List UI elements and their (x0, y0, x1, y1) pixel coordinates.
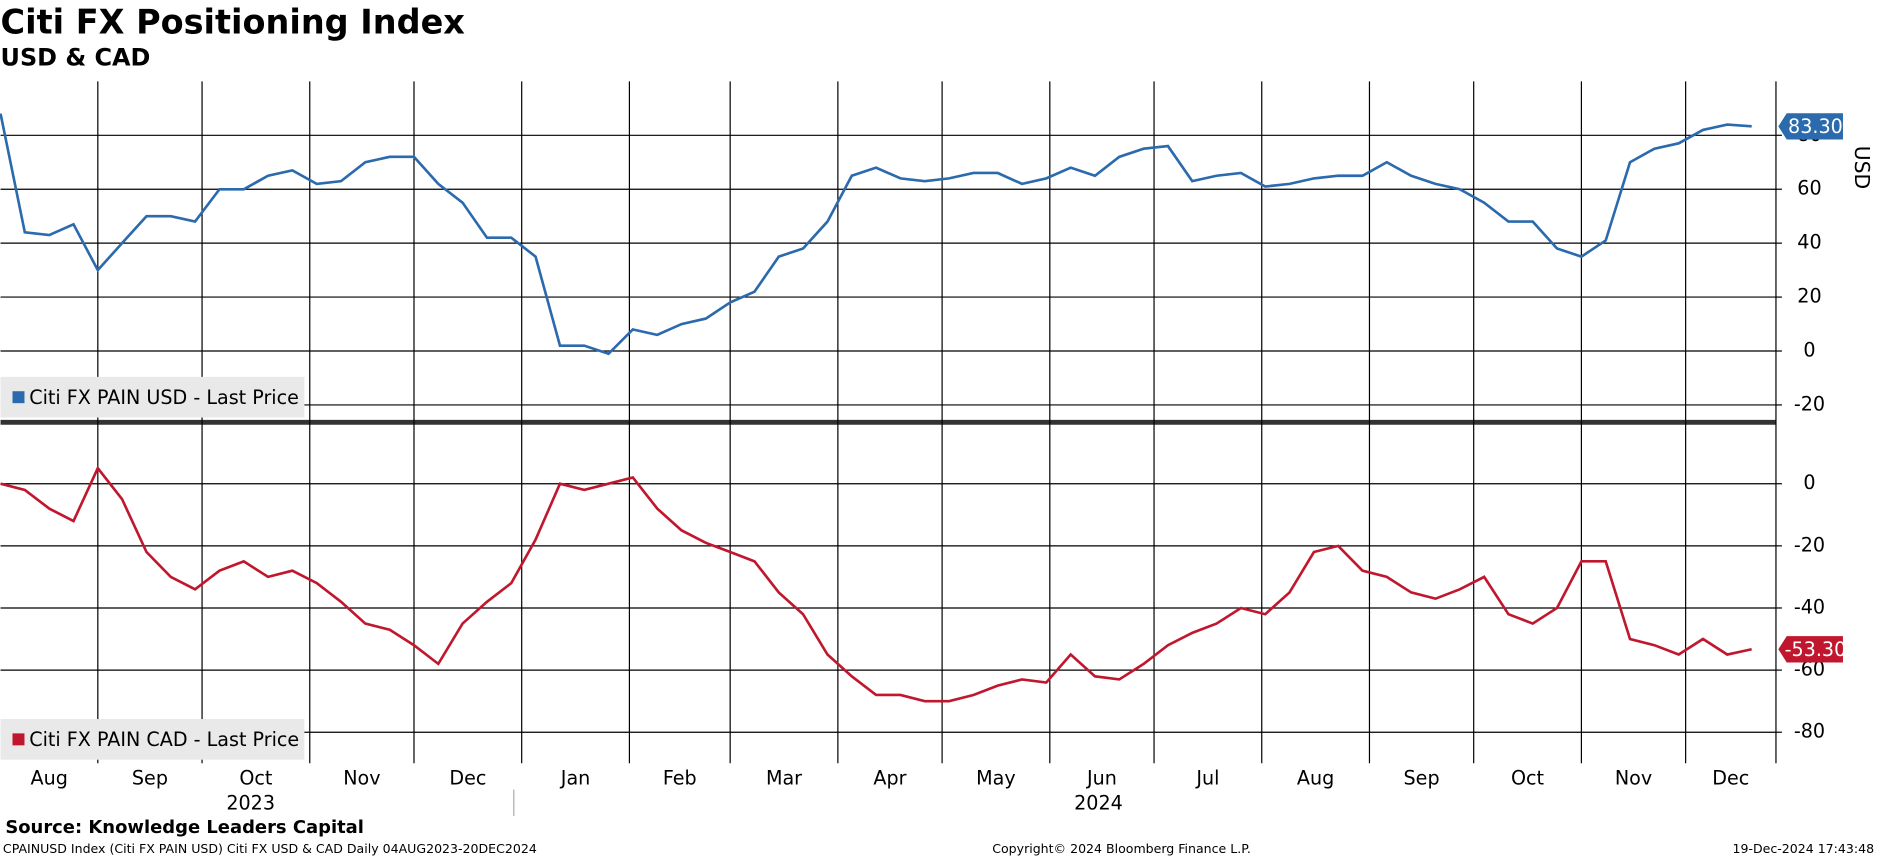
legend-swatch (12, 733, 25, 746)
y-axis-title: USD (1850, 146, 1874, 189)
last-value-tag (1778, 636, 1843, 663)
footer-right: 19-Dec-2024 17:43:48 (1732, 841, 1874, 856)
x-tick-label: Sep (132, 766, 168, 789)
y-tick-label: -80 (1794, 720, 1825, 743)
last-value-label: 83.30 (1788, 115, 1843, 138)
x-tick-label: Mar (766, 766, 802, 789)
y-tick-label: 40 (1797, 231, 1821, 254)
x-tick-label: Nov (1615, 766, 1652, 789)
y-tick-label: -40 (1794, 595, 1825, 618)
legend-label: Citi FX PAIN USD - Last Price (29, 386, 299, 409)
x-tick-label: Sep (1404, 766, 1440, 789)
y-tick-label: 0 (1803, 471, 1815, 494)
series-line (0, 465, 1752, 703)
x-tick-label: Apr (873, 766, 906, 789)
x-tick-label: Dec (449, 766, 486, 789)
y-tick-label: 20 (1797, 285, 1821, 308)
x-tick-label: Jul (1195, 766, 1219, 789)
x-tick-label: Jan (560, 766, 590, 789)
series-line (0, 113, 1752, 356)
x-tick-label: Dec (1712, 766, 1749, 789)
x-tick-label: Feb (663, 766, 697, 789)
footer-center: Copyright© 2024 Bloomberg Finance L.P. (992, 841, 1251, 856)
source: Source: Knowledge Leaders Capital (5, 817, 364, 838)
y-tick-label: -20 (1794, 533, 1825, 556)
year-label: 2023 (226, 791, 275, 814)
x-tick-label: May (976, 766, 1016, 789)
y-tick-label: -60 (1794, 658, 1825, 681)
y-tick-label: 60 (1797, 177, 1821, 200)
y-tick-label: 0 (1803, 339, 1815, 362)
x-tick-label: Nov (343, 766, 380, 789)
x-tick-label: Oct (239, 766, 273, 789)
year-label: 2024 (1074, 791, 1123, 814)
footer-left: CPAINUSD Index (Citi FX PAIN USD) Citi F… (3, 841, 537, 856)
chart-title: Citi FX Positioning Index (1, 2, 466, 41)
legend-box (0, 376, 305, 418)
last-value-label: -53.30 (1785, 638, 1847, 661)
x-tick-label: Aug (31, 766, 68, 789)
last-value-tag (1778, 113, 1843, 140)
legend-box (0, 719, 305, 760)
x-tick-label: Jun (1086, 766, 1117, 789)
x-tick-label: Aug (1297, 766, 1334, 789)
legend-label: Citi FX PAIN CAD - Last Price (29, 728, 299, 751)
chart-subtitle: USD & CAD (1, 44, 151, 72)
y-tick-label: -20 (1794, 392, 1825, 415)
x-tick-label: Oct (1511, 766, 1545, 789)
legend-swatch (12, 391, 25, 404)
